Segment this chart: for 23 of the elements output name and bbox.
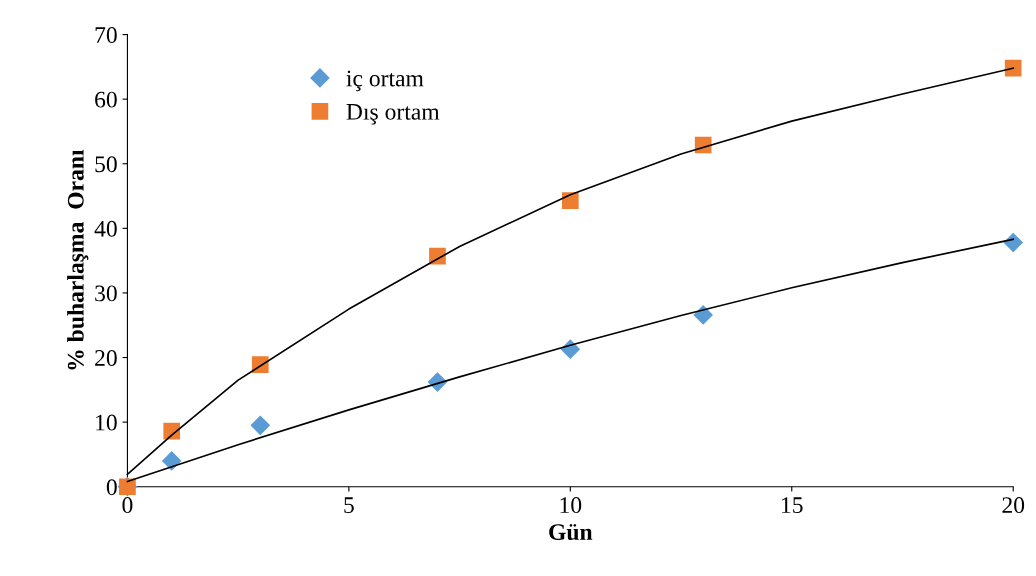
legend-label: iç ortam — [346, 70, 424, 92]
y-tick-label: 60 — [95, 91, 117, 108]
y-tick-label: 0 — [106, 479, 117, 496]
y-axis-title: % buharlaşma Oranı — [67, 149, 89, 370]
y-tick-label: 50 — [95, 156, 117, 173]
point — [561, 192, 579, 209]
point — [1003, 233, 1023, 253]
y-tick-label: 10 — [96, 414, 117, 431]
point — [162, 451, 182, 471]
x-tick-label: 0 — [122, 497, 133, 514]
x-axis-title: Gün — [549, 524, 593, 541]
point — [693, 305, 713, 325]
x-tick-label: 5 — [344, 497, 354, 514]
y-tick-label: 30 — [95, 285, 117, 302]
x-tick-label: 10 — [560, 497, 582, 514]
y-tick-label: 70 — [95, 27, 117, 43]
legend-label: Dış ortam — [346, 104, 440, 125]
y-tick-label: 40 — [94, 220, 117, 237]
x-tick-label: 15 — [782, 497, 803, 514]
point — [1004, 59, 1022, 77]
point — [250, 415, 270, 435]
x-tick-label: 20 — [1002, 497, 1025, 514]
y-tick-label: 20 — [95, 350, 117, 366]
